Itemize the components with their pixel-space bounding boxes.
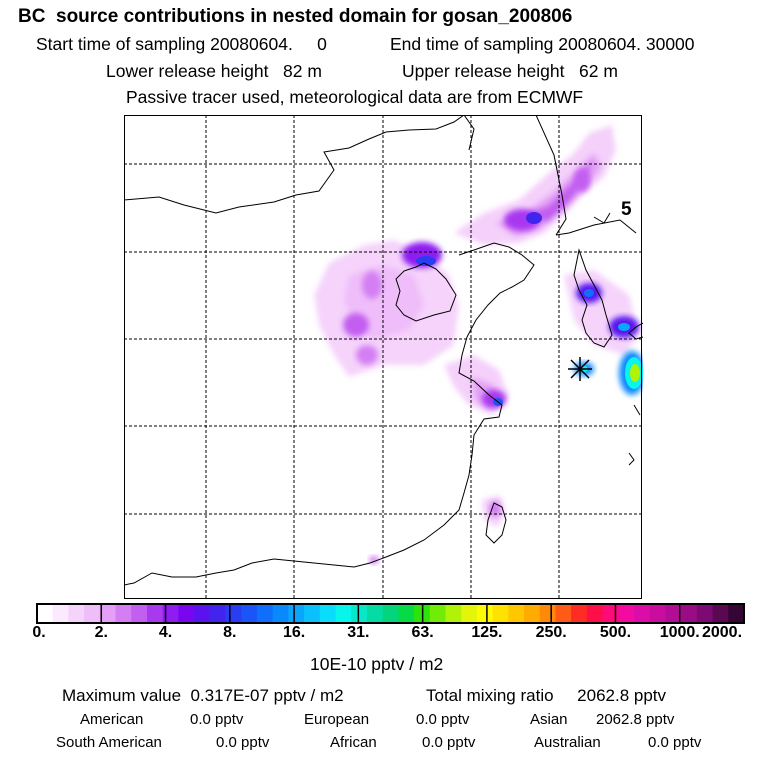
colorbar-tick-label: 31. [347, 624, 370, 641]
colorbar-cell [115, 604, 132, 623]
colorbar-cell [492, 604, 509, 623]
colorbar-cell [131, 604, 148, 623]
colorbar-cell [524, 604, 541, 623]
map-corner-label: 5 [621, 199, 632, 220]
colorbar [36, 603, 745, 624]
colorbar-cell [209, 604, 227, 623]
colorbar-cell [445, 604, 462, 623]
coastlines [124, 115, 643, 586]
colorbar-cell [712, 604, 729, 623]
colorbar-cell [194, 604, 211, 623]
colorbar-cell [84, 604, 101, 623]
colorbar-tick-label: 250. [535, 624, 567, 641]
colorbar-cell [461, 604, 478, 623]
colorbar-cell [696, 604, 714, 623]
australian-value: 0.0 pptv [648, 734, 702, 751]
page-title: BC source contributions in nested domain… [18, 6, 573, 27]
colorbar-cell [272, 604, 289, 623]
colorbar-cell [586, 604, 604, 623]
african-label: African [330, 734, 377, 751]
total-mixing-ratio: Total mixing ratio 2062.8 pptv [426, 686, 667, 705]
colorbar-cell [178, 604, 195, 623]
european-label: European [304, 711, 370, 728]
colorbar-tick-label: 8. [223, 624, 237, 641]
asian-value: 2062.8 pptv [596, 711, 675, 728]
colorbar-tick-label: 2. [94, 624, 108, 641]
colorbar-cell [382, 604, 399, 623]
colorbar-cell [99, 604, 117, 623]
colorbar-tick-label: 2000. [701, 624, 743, 641]
colorbar-cell [634, 604, 651, 623]
colorbar-cell [398, 604, 415, 623]
map-panel: 5 [124, 115, 643, 599]
colorbar-cell [52, 604, 69, 623]
colorbar-cell [37, 604, 54, 623]
african-value: 0.0 pptv [422, 734, 476, 751]
colorbar-tick-label: 4. [158, 624, 173, 641]
passive-tracer-label: Passive tracer used, meteorological data… [126, 87, 584, 107]
start-time-label: Start time of sampling 20080604. 0 [36, 34, 327, 54]
australian-label: Australian [534, 734, 601, 751]
colorbar-cell [288, 604, 305, 623]
colorbar-cell [351, 604, 368, 623]
colorbar-tick-label: 16. [282, 624, 306, 641]
colorbar-cell [146, 604, 164, 623]
lat-lon-grid [124, 115, 642, 599]
max-value: Maximum value 0.317E-07 pptv / m2 [62, 686, 344, 705]
receptor-star-marker [568, 357, 592, 381]
colorbar-cell [241, 604, 258, 623]
colorbar-tick-label: 125. [471, 624, 503, 641]
asian-label: Asian [530, 711, 568, 728]
colorbar-units: 10E-10 pptv / m2 [310, 654, 444, 674]
colorbar-cell [571, 604, 588, 623]
colorbar-cell [539, 604, 556, 623]
colorbar-cell [728, 604, 745, 623]
colorbar-cell [618, 604, 635, 623]
colorbar-cell [256, 604, 274, 623]
colorbar-tick-label: 1000. [659, 624, 700, 641]
south-american-label: South American [56, 734, 162, 751]
colorbar-cell [476, 604, 494, 623]
colorbar-cell [335, 604, 352, 623]
colorbar-tick-label: 500. [599, 624, 632, 641]
south-american-value: 0.0 pptv [216, 734, 270, 751]
colorbar-cell [304, 604, 321, 623]
american-label: American [80, 711, 144, 728]
end-time-label: End time of sampling 20080604. 30000 [390, 34, 695, 54]
colorbar-cell [68, 604, 85, 623]
colorbar-cell [162, 604, 179, 623]
colorbar-cell [508, 604, 525, 623]
colorbar-cell [366, 604, 384, 623]
european-value: 0.0 pptv [416, 711, 470, 728]
map-frame [124, 115, 642, 599]
colorbar-cell [649, 604, 666, 623]
colorbar-cell [319, 604, 337, 623]
colorbar-cell [225, 604, 242, 623]
colorbar-tick-label: 0. [32, 624, 46, 641]
colorbar-cell [555, 604, 572, 623]
colorbar-cell [429, 604, 446, 623]
american-value: 0.0 pptv [190, 711, 244, 728]
lower-release-label: Lower release height 82 m [106, 61, 322, 81]
colorbar-cell [681, 604, 698, 623]
colorbar-cell [665, 604, 682, 623]
colorbar-tick-label: 63. [411, 624, 434, 641]
upper-release-label: Upper release height 62 m [402, 61, 618, 81]
colorbar-cell [602, 604, 619, 623]
